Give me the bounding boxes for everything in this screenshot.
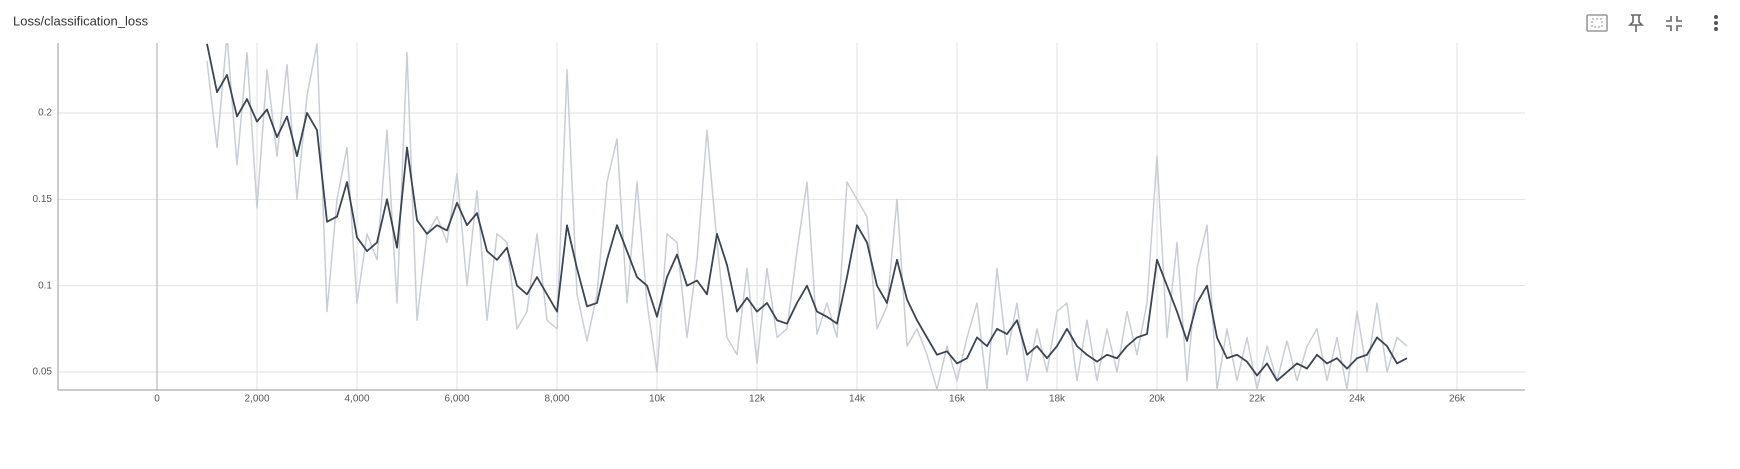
x-tick-label: 8,000 (544, 394, 569, 405)
y-tick-label: 0.05 (33, 367, 53, 378)
y-tick-label: 0.1 (38, 280, 52, 291)
pin-button[interactable] (1628, 14, 1644, 32)
x-tick-label: 16k (949, 394, 966, 405)
x-tick-label: 24k (1349, 394, 1366, 405)
x-tick-label: 6,000 (444, 394, 469, 405)
x-tick-label: 26k (1449, 394, 1466, 405)
series-line (206, 43, 1408, 382)
x-tick-label: 18k (1049, 394, 1066, 405)
x-tick-label: 12k (749, 394, 766, 405)
y-tick-label: 0.15 (33, 194, 53, 205)
x-tick-label: 0 (154, 394, 160, 405)
more-button[interactable] (1714, 15, 1718, 31)
x-tick-label: 2,000 (244, 394, 269, 405)
x-tick-label: 22k (1249, 394, 1266, 405)
x-tick-label: 4,000 (344, 394, 369, 405)
y-tick-label: 0.2 (38, 108, 52, 119)
x-tick-label: 20k (1149, 394, 1166, 405)
x-tick-label: 10k (649, 394, 666, 405)
chart-title: Loss/classification_loss (13, 13, 149, 28)
series-line (206, 43, 1408, 390)
plot-area (206, 43, 1408, 390)
fit-domain-button[interactable] (1586, 14, 1608, 32)
toolbar (1586, 14, 1718, 32)
collapse-button[interactable] (1666, 16, 1682, 31)
x-tick-label: 14k (849, 394, 866, 405)
